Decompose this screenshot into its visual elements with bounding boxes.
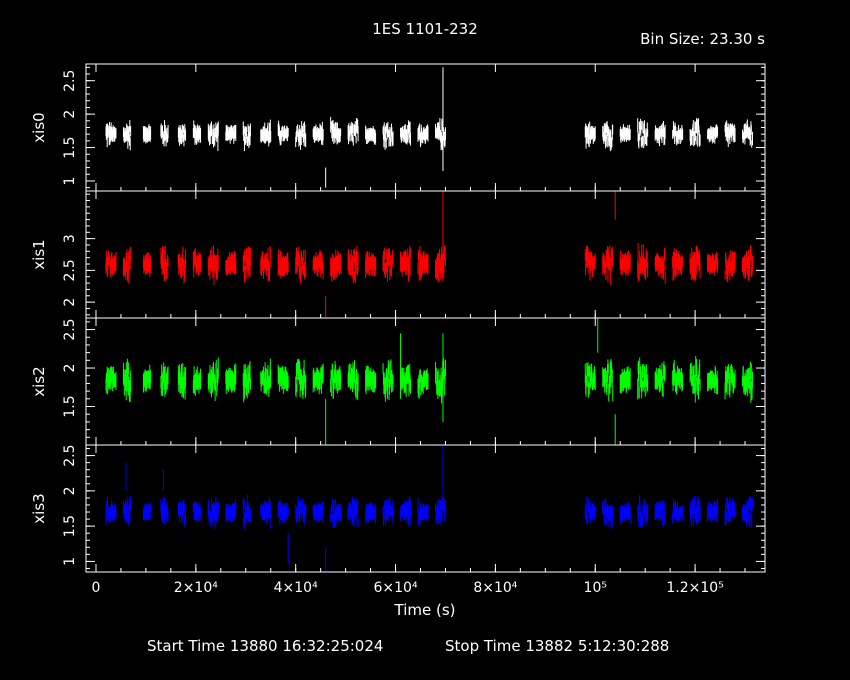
y-tick-label: 2 — [62, 298, 78, 307]
x-tick-label: 4×10⁴ — [274, 580, 318, 596]
x-tick-label: 2×10⁴ — [174, 580, 218, 596]
y-tick-label: 3 — [62, 234, 78, 243]
x-axis-label: Time (s) — [394, 601, 456, 619]
y-tick-label: 2 — [62, 110, 78, 119]
x-tick-label: 1.2×10⁵ — [666, 580, 723, 596]
chart-title: 1ES 1101-232 — [372, 20, 478, 38]
y-tick-label: 1.5 — [62, 395, 78, 417]
series-xis1 — [105, 191, 754, 318]
start-time-label: Start Time 13880 16:32:25:024 — [147, 637, 383, 655]
panel-xis0: 1 1.5 2 2.5 xis0 — [30, 63, 766, 192]
stop-time-label: Stop Time 13882 5:12:30:288 — [445, 637, 669, 655]
y-tick-label: 2.5 — [62, 259, 78, 281]
y-tick-label: 2.5 — [62, 70, 78, 92]
series-label-xis1: xis1 — [30, 239, 48, 269]
y-tick-label: 2.5 — [62, 318, 78, 340]
series-xis3 — [105, 445, 754, 572]
series-label-xis3: xis3 — [30, 493, 48, 523]
series-xis0 — [105, 67, 754, 188]
panels: 1 1.5 2 2.5 xis0 2 2.5 3 xis1 1.5 2 2.5 xis2 1 1.5 2 2.5… — [30, 63, 766, 573]
y-tick-label: 1.5 — [62, 515, 78, 537]
panel-xis2: 1.5 2 2.5 xis2 — [30, 317, 766, 446]
y-tick-label: 1 — [62, 557, 78, 566]
y-tick-label: 1 — [62, 177, 78, 186]
bin-size-label: Bin Size: 23.30 s — [640, 30, 765, 48]
series-label-xis0: xis0 — [30, 112, 48, 142]
panel-xis1: 2 2.5 3 xis1 — [30, 190, 766, 319]
y-tick-label: 2 — [62, 486, 78, 495]
y-tick-label: 1.5 — [62, 136, 78, 158]
x-tick-label: 10⁵ — [584, 580, 607, 596]
panel-xis3: 1 1.5 2 2.5 xis3 — [30, 444, 766, 573]
y-tick-label: 2 — [62, 364, 78, 373]
panel-frame — [85, 444, 766, 573]
x-tick-label: 6×10⁴ — [374, 580, 418, 596]
x-tick-label: 0 — [92, 580, 101, 596]
series-xis2 — [105, 318, 754, 445]
x-tick-label: 8×10⁴ — [473, 580, 517, 596]
series-label-xis2: xis2 — [30, 366, 48, 396]
x-axis: 0 2×10⁴ 4×10⁴ 6×10⁴ 8×10⁴ 10⁵ 1.2×10⁵ — [92, 580, 724, 596]
y-tick-label: 2.5 — [62, 444, 78, 466]
